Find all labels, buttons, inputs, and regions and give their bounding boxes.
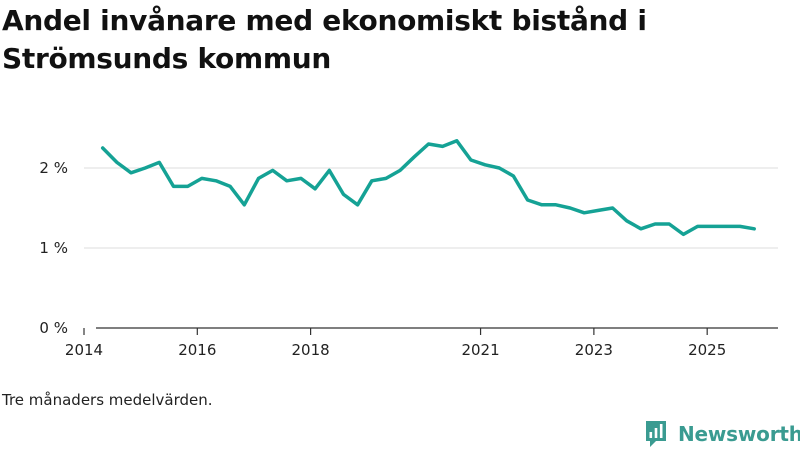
newsworthy-logo-icon — [646, 421, 666, 447]
data-point — [554, 203, 558, 206]
data-point — [228, 185, 232, 188]
x-tick-label: 2025 — [688, 341, 726, 359]
data-point — [696, 225, 699, 228]
data-point — [455, 139, 458, 142]
data-point — [540, 203, 543, 206]
data-point — [682, 233, 685, 236]
data-point — [243, 203, 246, 206]
data-point — [200, 177, 204, 180]
data-point — [257, 177, 260, 180]
brand-name: Newsworthy — [678, 422, 800, 446]
data-point — [512, 174, 515, 178]
data-point — [143, 166, 147, 170]
data-point — [313, 187, 317, 190]
y-axis-labels: 0 % 1 % 2 % — [39, 159, 68, 337]
data-point — [115, 161, 119, 164]
data-point — [356, 203, 359, 206]
data-point — [441, 145, 444, 148]
data-point — [625, 219, 628, 222]
x-tick-label: 2021 — [461, 341, 499, 359]
y-tick-label: 0 % — [39, 319, 68, 337]
data-point — [129, 171, 133, 174]
y-tick-label: 1 % — [39, 239, 68, 257]
data-point — [639, 227, 643, 230]
data-point — [384, 177, 388, 180]
series-layer — [100, 139, 756, 237]
y-tick-label: 2 % — [39, 159, 68, 177]
data-point — [342, 193, 345, 196]
data-point — [469, 158, 473, 162]
data-point — [724, 225, 728, 228]
x-tick-label: 2023 — [575, 341, 613, 359]
data-point — [753, 227, 756, 230]
data-point — [611, 206, 614, 210]
series-line — [100, 139, 756, 237]
data-point — [172, 185, 175, 188]
line-chart: 0 % 1 % 2 % 2014 2016 2018 2021 2023 2025 — [39, 139, 778, 359]
x-tick-label: 2018 — [292, 341, 330, 359]
data-point — [483, 163, 487, 166]
data-point — [597, 209, 600, 212]
data-point — [214, 179, 218, 182]
data-point — [526, 198, 529, 202]
x-tick-label: 2016 — [178, 341, 216, 359]
data-point — [653, 222, 657, 226]
chart-footnote: Tre månaders medelvärden. — [2, 391, 213, 409]
data-point — [271, 169, 274, 172]
chart-title: Andel invånare med ekonomiskt bistånd i … — [2, 4, 647, 75]
x-axis-ticks: 2014 2016 2018 2021 2023 2025 — [65, 328, 726, 359]
data-point — [568, 206, 572, 210]
data-point — [101, 146, 104, 150]
brand-logo: Newsworthy — [644, 419, 800, 449]
gridlines — [84, 167, 778, 249]
data-point — [738, 225, 742, 228]
data-point — [285, 179, 289, 182]
data-point — [498, 166, 501, 170]
data-point — [186, 185, 189, 188]
data-point — [668, 222, 671, 226]
x-tick-label: 2014 — [65, 341, 103, 359]
data-point — [427, 142, 430, 146]
data-point — [328, 169, 331, 172]
data-point — [158, 161, 161, 164]
data-point — [710, 225, 713, 228]
data-point — [398, 169, 402, 172]
data-point — [299, 177, 303, 180]
data-point — [413, 155, 416, 158]
data-point — [370, 179, 373, 182]
data-point — [583, 211, 586, 214]
